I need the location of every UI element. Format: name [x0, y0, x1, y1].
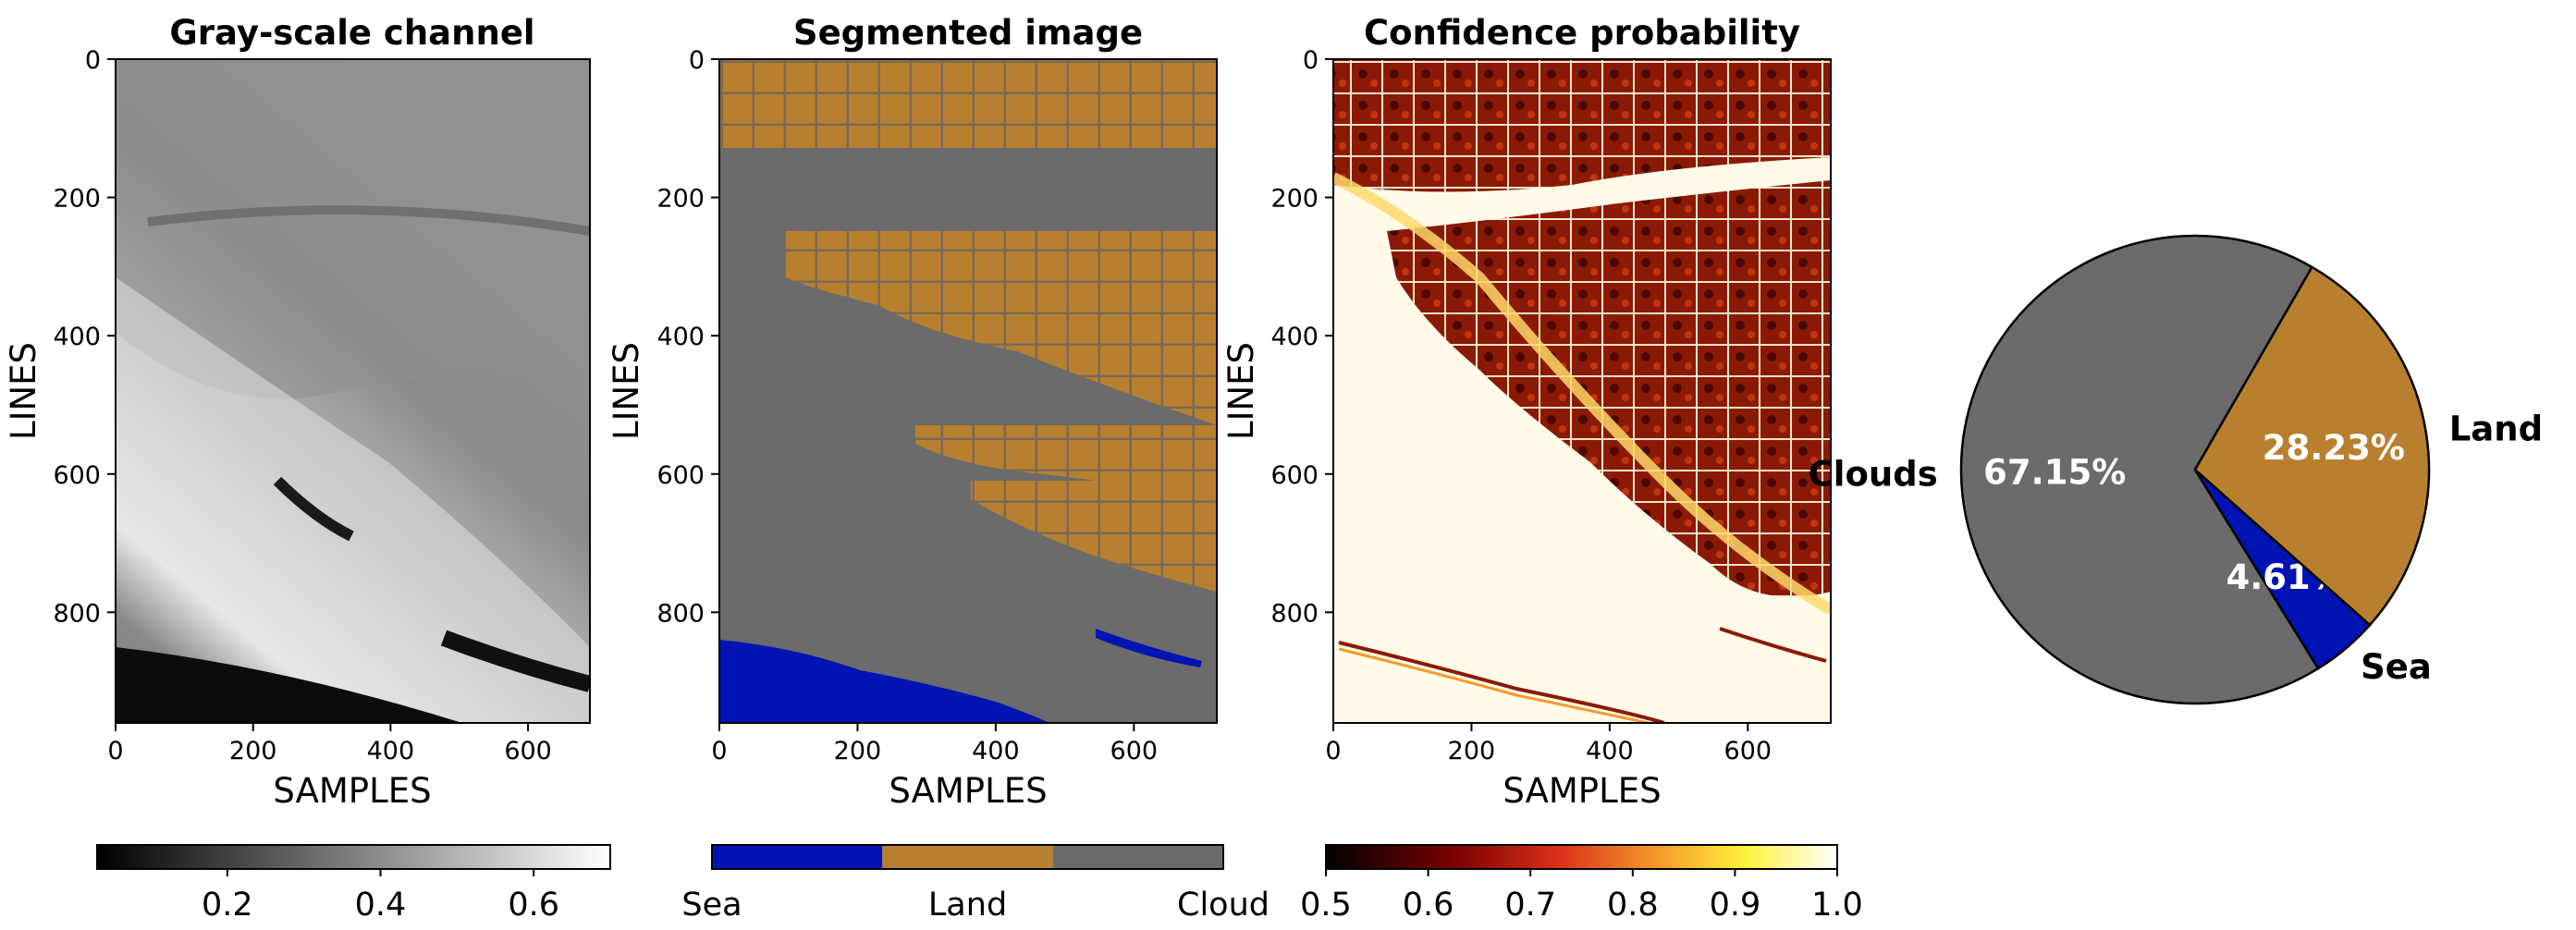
colorbar-tick-label: 0.6: [508, 887, 559, 924]
segmented-image: [719, 59, 1217, 723]
colorbar-tick-label: Land: [928, 887, 1007, 924]
segmented-title: Segmented image: [793, 13, 1143, 53]
confidence-ylabel: LINES: [1221, 342, 1261, 440]
segmented-xlabel: SAMPLES: [889, 771, 1047, 811]
pie-pct-clouds: 67.15%: [1983, 452, 2126, 492]
ytick-label: 200: [53, 185, 101, 214]
xtick-label: 600: [1724, 737, 1773, 765]
grayscale-frame: [115, 58, 591, 724]
grayscale-ylabel: LINES: [4, 342, 43, 440]
pie-pct-land: 28.23%: [2263, 428, 2405, 468]
colorbar-tick-label: Cloud: [1177, 887, 1270, 924]
colorbar-tick-label: 0.4: [355, 887, 407, 924]
confidence-yticks: 0 200 400 600 800: [1270, 46, 1333, 628]
segmented-ylabel: LINES: [607, 342, 646, 440]
grayscale-yticks: 0 200 400 600 800: [53, 46, 116, 628]
xtick-label: 0: [107, 737, 123, 765]
pie-slice-clouds: [1959, 234, 2320, 705]
xtick-label: 400: [972, 737, 1020, 765]
confidence-xlabel: SAMPLES: [1503, 771, 1661, 811]
segmented-xticks: 0 200 400 600: [711, 723, 1158, 765]
confidence-frame: [1332, 58, 1832, 724]
ytick-label: 600: [656, 461, 705, 490]
xtick-label: 600: [504, 737, 552, 765]
colorbar-tick-label: 0.6: [1403, 887, 1454, 924]
xtick-label: 200: [834, 737, 882, 765]
colorbar-tick-label: 1.0: [1811, 887, 1863, 924]
ytick-label: 800: [656, 599, 705, 628]
segmented-frame: [718, 58, 1218, 724]
pie-label-clouds: Clouds: [1809, 454, 1938, 494]
colorbar-tick-label: 0.2: [202, 887, 253, 924]
ytick-label: 800: [1270, 599, 1319, 628]
ytick-label: 800: [53, 599, 101, 628]
segmented-land-top: [719, 59, 1217, 148]
xtick-label: 0: [1325, 737, 1341, 765]
confidence-colorbar-ticks: 0.5 0.6 0.7 0.8 0.9 1.0: [1300, 869, 1863, 924]
xtick-label: 0: [711, 737, 727, 765]
segmented-sea-area: [719, 640, 1049, 723]
ytick-label: 200: [1270, 185, 1319, 214]
confidence-title: Confidence probability: [1364, 13, 1800, 53]
segmented-land-middle: [786, 231, 1217, 425]
grayscale-colorbar: [96, 844, 611, 870]
confidence-panel: Confidence probability SAMPLES LINES 0 20…: [1221, 13, 1863, 924]
xtick-label: 200: [229, 737, 277, 765]
grayscale-panel: Gray-scale channel SAMPLES LINES 0 200 400…: [4, 13, 611, 924]
segmented-colorbar-frame: [711, 844, 1224, 870]
pie-label-land: Land: [2449, 410, 2543, 449]
confidence-xticks: 0 200 400 600: [1325, 723, 1772, 765]
xtick-label: 400: [1586, 737, 1634, 765]
colorbar-tick-label: 0.5: [1300, 887, 1352, 924]
ytick-label: 400: [656, 323, 705, 351]
ytick-label: 0: [689, 46, 705, 75]
grayscale-xticks: 0 200 400 600: [107, 723, 552, 765]
segmented-land-lower: [971, 481, 1217, 592]
colorbar-segment-sea: [712, 845, 883, 869]
confidence-colorbar: [1325, 844, 1838, 870]
pie-label-sea: Sea: [2361, 647, 2432, 687]
grayscale-title: Gray-scale channel: [169, 13, 534, 53]
ytick-label: 0: [1303, 46, 1319, 75]
segmented-colorbar: [712, 845, 1223, 869]
grayscale-colorbar-ticks: 0.2 0.4 0.6: [202, 869, 559, 924]
xtick-label: 200: [1448, 737, 1496, 765]
segmented-sea-patch: [1096, 629, 1202, 667]
colorbar-tick-label: 0.8: [1607, 887, 1659, 924]
ytick-label: 400: [1270, 323, 1319, 351]
colorbar-tick-label: 0.7: [1504, 887, 1556, 924]
colorbar-segment-land: [882, 845, 1053, 869]
confidence-image: [1333, 59, 1831, 723]
pie-slice-land: [2193, 265, 2431, 627]
colorbar-tick-label: 0.9: [1710, 887, 1761, 924]
ytick-label: 400: [53, 323, 101, 351]
ytick-label: 600: [1270, 461, 1319, 490]
colorbar-segment-cloud: [1052, 845, 1223, 869]
segmented-panel: Segmented image SAMPLES LINES 0 200 400 600…: [607, 13, 1270, 924]
xtick-label: 600: [1110, 737, 1159, 765]
segmented-colorbar-ticks: Sea Land Cloud: [681, 887, 1270, 924]
ytick-label: 600: [53, 461, 101, 490]
colorbar-tick-label: Sea: [681, 887, 742, 924]
ytick-label: 0: [85, 46, 101, 75]
grayscale-image: [116, 59, 590, 723]
confidence-low-region: [1387, 180, 1831, 597]
segmented-yticks: 0 200 400 600 800: [656, 46, 719, 628]
ytick-label: 200: [656, 185, 705, 214]
xtick-label: 400: [367, 737, 415, 765]
grayscale-xlabel: SAMPLES: [273, 771, 431, 811]
